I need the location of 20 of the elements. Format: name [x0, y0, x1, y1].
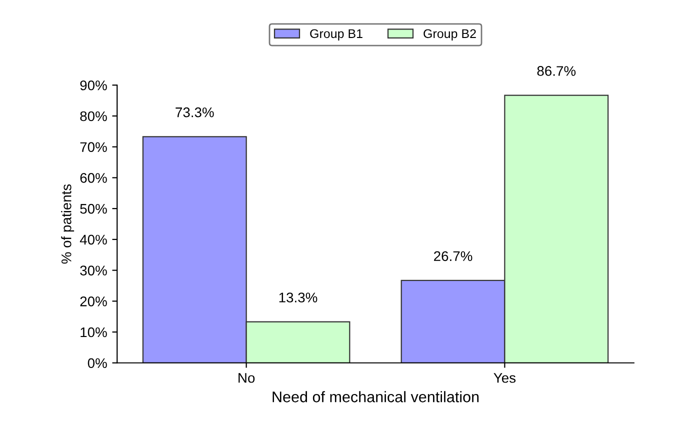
x-tick-label: Yes	[494, 373, 516, 383]
y-tick-label: 20%	[80, 296, 107, 306]
y-tick-label: 60%	[80, 173, 107, 183]
legend-label: Group B1	[310, 29, 362, 41]
y-tick-label: 90%	[80, 80, 107, 90]
y-tick-label: 70%	[80, 142, 107, 152]
x-tick-label: No	[238, 373, 255, 383]
legend-label: Group B2	[424, 29, 476, 41]
data-label: 73.3%	[176, 107, 214, 118]
data-label: 13.3%	[279, 292, 318, 302]
y-tick-label: 50%	[80, 204, 107, 214]
data-label: 26.7%	[434, 251, 472, 262]
y-tick-label: 10%	[80, 327, 107, 338]
y-tick-label: 30%	[80, 266, 107, 276]
y-axis-title: % of patients	[61, 184, 74, 264]
y-tick-label: 80%	[80, 111, 107, 122]
y-tick-label: 40%	[80, 234, 107, 245]
y-tick-label: 0%	[88, 358, 107, 368]
data-label: 86.7%	[537, 66, 576, 76]
x-axis-title: Need of mechanical ventilation	[272, 391, 479, 402]
